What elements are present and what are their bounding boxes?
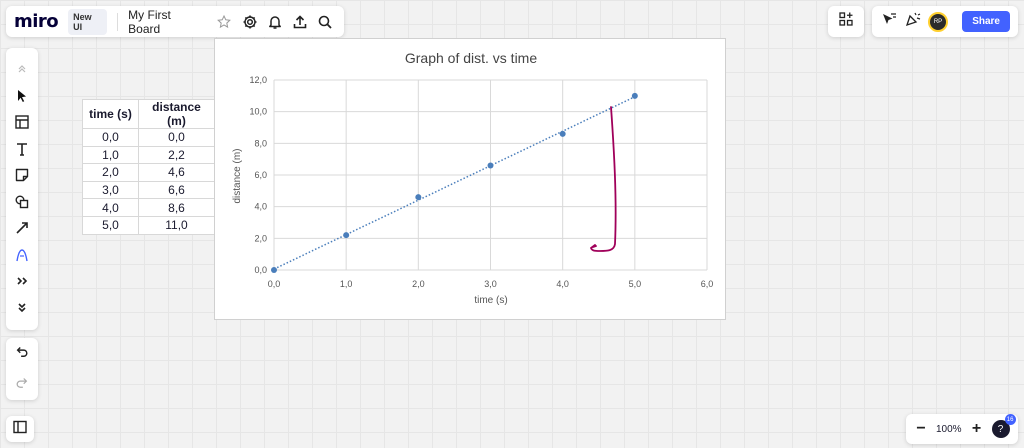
data-point (559, 130, 566, 137)
table-cell: 6,6 (138, 180, 215, 200)
data-point (631, 92, 638, 99)
sticky-note-icon[interactable] (10, 162, 34, 189)
cursor-follow-icon[interactable] (880, 11, 898, 32)
board-title[interactable]: My First Board (128, 7, 171, 36)
table-header: time (s) (82, 99, 139, 129)
table-header-row: time (s) distance (m) (82, 99, 215, 129)
table-row: 3,0 6,6 (82, 180, 215, 200)
miro-logo[interactable]: miro (14, 11, 59, 32)
redo-icon[interactable] (15, 375, 29, 394)
divider (117, 12, 119, 31)
pen-icon[interactable] (10, 242, 34, 269)
zoom-out-button[interactable]: − (916, 420, 926, 437)
table-row: 5,0 11,0 (82, 215, 215, 235)
y-tick-label: 12,0 (249, 75, 267, 85)
table-row: 0,0 0,0 (82, 128, 215, 147)
undo-redo-panel (6, 338, 38, 400)
table-cell: 2,2 (138, 145, 215, 165)
data-point (271, 267, 277, 273)
x-tick-label: 5,0 (629, 279, 642, 289)
upload-icon[interactable] (289, 11, 310, 33)
table-cell: 3,0 (82, 180, 139, 200)
new-ui-badge[interactable]: New UI (68, 8, 108, 35)
x-tick-label: 3,0 (484, 279, 497, 289)
zoom-in-button[interactable]: + (971, 420, 982, 437)
table-cell: 5,0 (82, 215, 139, 235)
y-tick-label: 2,0 (254, 233, 267, 243)
data-point (415, 194, 422, 201)
scatter-chart: Graph of dist. vs time time (s) distance… (232, 50, 714, 306)
y-tick-label: 8,0 (254, 138, 267, 148)
zoom-level[interactable]: 100% (936, 423, 962, 435)
apps-icon[interactable] (838, 11, 854, 32)
settings-icon[interactable] (239, 11, 260, 33)
table-cell: 0,0 (82, 128, 139, 147)
chevron-up-icon[interactable] (10, 56, 34, 83)
x-tick-label: 2,0 (412, 279, 425, 289)
top-bar: miro New UI My First Board (6, 6, 344, 37)
help-badge: 16 (1004, 414, 1016, 425)
trendline (273, 96, 636, 270)
x-axis-label: time (s) (474, 295, 507, 306)
zoom-panel: − 100% + ? 16 (906, 414, 1018, 444)
celebrate-icon[interactable] (904, 11, 922, 32)
pen-annotation[interactable] (590, 106, 617, 252)
y-tick-label: 4,0 (254, 202, 267, 212)
star-icon[interactable] (214, 11, 235, 33)
table-cell: 11,0 (138, 215, 215, 235)
apps-panel (828, 6, 864, 37)
shapes-icon[interactable] (10, 189, 34, 216)
table-row: 2,0 4,6 (82, 163, 215, 182)
search-icon[interactable] (315, 11, 336, 33)
text-icon[interactable] (10, 136, 34, 163)
table-cell: 1,0 (82, 145, 139, 165)
table-row: 4,0 8,6 (82, 198, 215, 217)
data-point (487, 162, 494, 169)
table-cell: 4,0 (82, 198, 139, 217)
y-axis-label: distance (m) (232, 148, 243, 203)
table-row: 1,0 2,2 (82, 145, 215, 165)
user-avatar[interactable]: RP (928, 11, 948, 32)
x-tick-label: 4,0 (556, 279, 569, 289)
data-table[interactable]: time (s) distance (m) 0,0 0,0 1,0 2,2 2,0 4… (82, 99, 215, 235)
help-button[interactable]: ? 16 (991, 414, 1016, 438)
select-arrow-icon[interactable] (10, 83, 34, 110)
undo-icon[interactable] (15, 344, 29, 363)
y-tick-label: 6,0 (254, 170, 267, 180)
table-cell: 8,6 (138, 198, 215, 217)
panel-toggle[interactable] (6, 416, 34, 442)
template-icon[interactable] (10, 109, 34, 136)
y-tick-label: 10,0 (249, 107, 267, 117)
table-cell: 4,6 (138, 163, 215, 182)
collab-panel: RP Share (872, 6, 1018, 37)
chart-frame[interactable]: Graph of dist. vs time time (s) distance… (214, 38, 726, 320)
data-point (343, 232, 350, 239)
y-tick-label: 0,0 (254, 265, 267, 275)
more-tools-icon[interactable] (10, 268, 34, 295)
table-header: distance (m) (138, 99, 215, 129)
bell-icon[interactable] (264, 11, 285, 33)
x-tick-label: 1,0 (340, 279, 353, 289)
line-arrow-icon[interactable] (10, 215, 34, 242)
x-tick-label: 0,0 (268, 279, 281, 289)
left-toolbar (6, 48, 38, 330)
share-button[interactable]: Share (962, 11, 1010, 32)
sidebar-toggle-icon[interactable] (12, 419, 28, 440)
table-cell: 0,0 (138, 128, 215, 147)
chart-title: Graph of dist. vs time (405, 50, 537, 66)
table-cell: 2,0 (82, 163, 139, 182)
chevron-down-icon[interactable] (10, 295, 34, 322)
x-tick-label: 6,0 (701, 279, 714, 289)
